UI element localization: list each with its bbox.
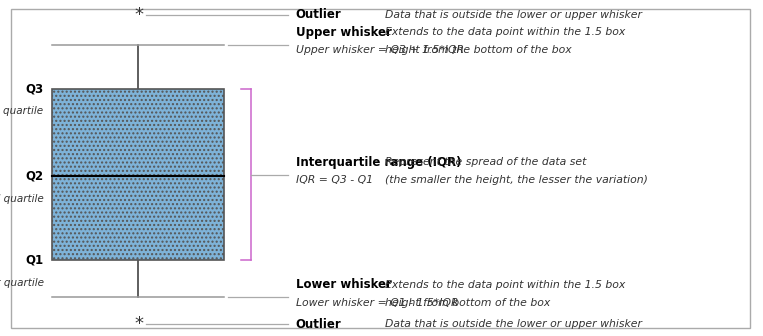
Text: Data that is outside the lower or upper whisker: Data that is outside the lower or upper … [385, 320, 642, 329]
Text: Extends to the data point within the 1.5 box: Extends to the data point within the 1.5… [385, 27, 626, 37]
Text: Upper whisker = Q3 + 1.5*IQR: Upper whisker = Q3 + 1.5*IQR [295, 45, 463, 55]
Text: IQR = Q3 - Q1: IQR = Q3 - Q1 [295, 175, 372, 185]
Text: *: * [134, 316, 143, 333]
Text: Data that is outside the lower or upper whisker: Data that is outside the lower or upper … [385, 10, 642, 20]
Text: Outlier: Outlier [295, 318, 341, 331]
Text: Third quartile: Third quartile [0, 107, 43, 116]
Text: Second quartile: Second quartile [0, 194, 43, 204]
Text: height from bottom of the box: height from bottom of the box [385, 298, 550, 308]
Text: First quartile: First quartile [0, 278, 43, 288]
Text: Q3: Q3 [25, 82, 43, 95]
Text: height from the bottom of the box: height from the bottom of the box [385, 45, 571, 55]
Text: *: * [134, 6, 143, 24]
Text: Outlier: Outlier [295, 8, 341, 22]
Text: Extends to the data point within the 1.5 box: Extends to the data point within the 1.5… [385, 280, 626, 290]
Text: Upper whisker: Upper whisker [295, 26, 391, 39]
Text: Q1: Q1 [25, 254, 43, 267]
Bar [53, 89, 224, 260]
Text: Represent the spread of the data set: Represent the spread of the data set [385, 157, 587, 167]
Text: Lower whisker: Lower whisker [295, 278, 391, 291]
Text: Lower whisker = Q1 - 1.5*IQR: Lower whisker = Q1 - 1.5*IQR [295, 298, 458, 308]
Text: Interquartile range (IQR): Interquartile range (IQR) [295, 156, 461, 169]
Text: (the smaller the height, the lesser the variation): (the smaller the height, the lesser the … [385, 175, 648, 185]
Text: Q2: Q2 [25, 170, 43, 183]
